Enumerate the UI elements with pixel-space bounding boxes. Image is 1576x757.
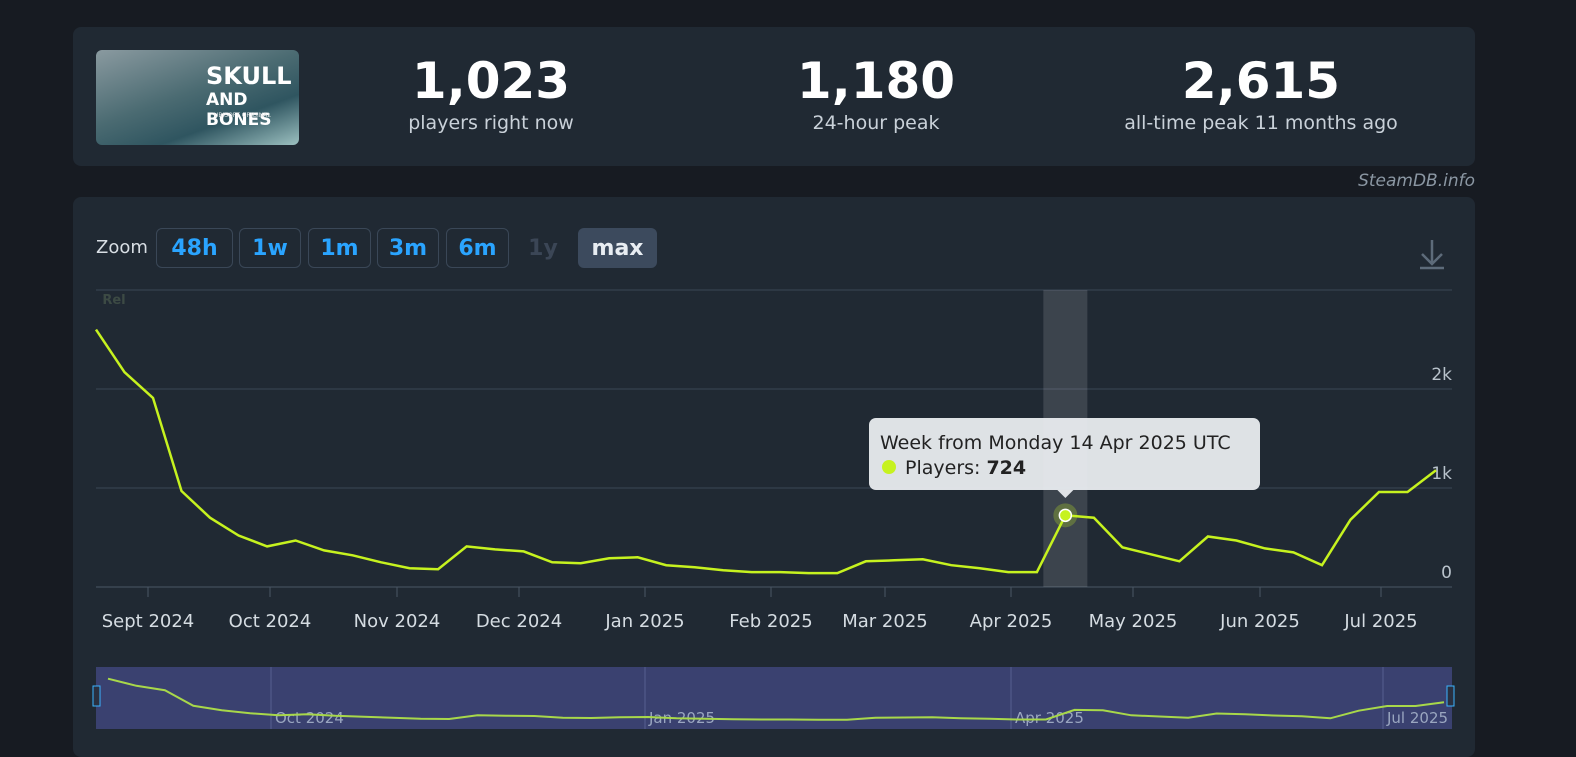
zoom-button: 1y xyxy=(528,235,558,261)
x-tick-label: Oct 2024 xyxy=(229,611,312,632)
x-tick-label: Jun 2025 xyxy=(1219,611,1300,632)
art-title: SKULL xyxy=(206,62,292,90)
x-tick-label: Sept 2024 xyxy=(102,611,195,632)
y-tick-label: 0 xyxy=(1441,563,1452,583)
tooltip-value: 724 xyxy=(986,457,1026,479)
x-tick-label: Apr 2025 xyxy=(970,611,1053,632)
tooltip-title: Week from Monday 14 Apr 2025 UTC xyxy=(880,432,1231,454)
stat-label: 24-hour peak xyxy=(812,112,940,134)
tooltip-line: Players: 724 xyxy=(905,457,1026,479)
tooltip: Week from Monday 14 Apr 2025 UTC Players:… xyxy=(869,418,1260,498)
navigator-line xyxy=(107,677,1445,721)
zoom-button[interactable]: 1w xyxy=(239,228,301,268)
zoom-button[interactable]: 6m xyxy=(446,228,509,268)
zoom-button[interactable]: max xyxy=(578,228,657,268)
y-tick-label: 2k xyxy=(1431,365,1452,385)
navigator-label: Oct 2024 xyxy=(275,709,344,727)
x-tick-label: Jan 2025 xyxy=(604,611,684,632)
x-tick-label: Feb 2025 xyxy=(729,611,812,632)
download-icon xyxy=(1420,240,1444,270)
tooltip-box xyxy=(869,418,1260,490)
x-tick-label: May 2025 xyxy=(1089,611,1178,632)
stat-value: 1,023 xyxy=(411,52,571,110)
stat: 1,180 24-hour peak xyxy=(686,52,1066,134)
art-subtitle: AND BONES xyxy=(206,90,272,130)
game-art: SKULL AND BONES UBISOFT ORIGINAL xyxy=(96,50,299,145)
x-tick-label: Mar 2025 xyxy=(842,611,928,632)
navigator-handle xyxy=(1446,685,1455,707)
stat: 2,615 all-time peak 11 months ago xyxy=(1071,52,1451,134)
navigator-label: Jul 2025 xyxy=(1386,709,1448,727)
stats-panel xyxy=(73,27,1475,166)
zoom-label: Zoom xyxy=(96,237,148,258)
stat-label: all-time peak 11 months ago xyxy=(1124,112,1398,134)
tooltip-label: Players: xyxy=(905,457,980,479)
hover-point xyxy=(1058,508,1073,523)
tooltip-arrow xyxy=(1057,490,1074,498)
stat: 1,023 players right now xyxy=(301,52,681,134)
zoom-button[interactable]: 1m xyxy=(308,228,371,268)
stat-label: players right now xyxy=(408,112,574,134)
tooltip-swatch xyxy=(882,460,896,474)
navigator-handle xyxy=(92,685,101,707)
x-tick-label: Dec 2024 xyxy=(476,611,562,632)
x-tick-label: Jul 2025 xyxy=(1343,611,1417,632)
y-tick-label: 1k xyxy=(1431,464,1452,484)
zoom-button[interactable]: 3m xyxy=(377,228,439,268)
stat-value: 1,180 xyxy=(796,52,956,110)
credit: SteamDB.info xyxy=(1358,171,1475,191)
x-tick-label: Nov 2024 xyxy=(354,611,441,632)
badge: Rel xyxy=(102,293,125,308)
stat-value: 2,615 xyxy=(1181,52,1341,110)
series-line xyxy=(94,328,1437,575)
art-tagline: UBISOFT ORIGINAL xyxy=(214,112,271,119)
zoom-button[interactable]: 48h xyxy=(156,228,233,268)
